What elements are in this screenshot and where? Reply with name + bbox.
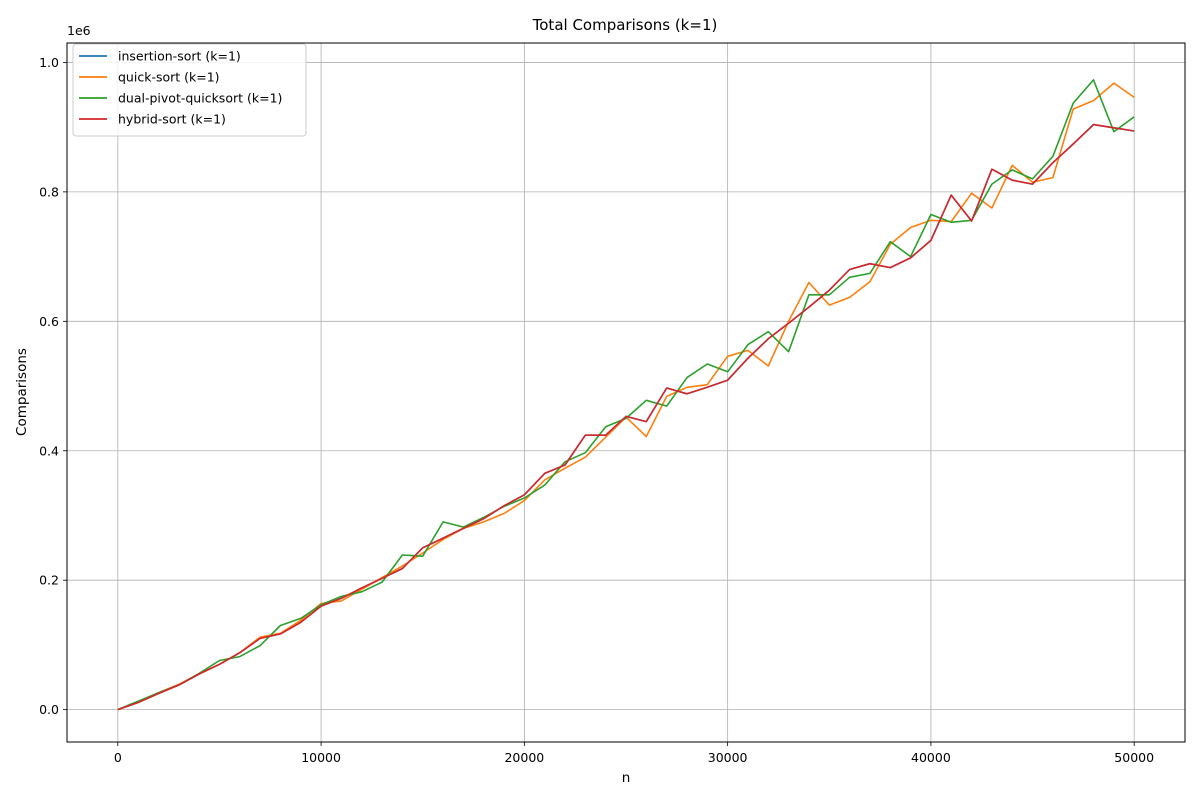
legend-box [72,43,307,137]
legend: insertion-sort (k=1) quick-sort (k=1) dual… [72,43,307,137]
y-tick-label: 0.2 [39,573,59,588]
legend-label: dual-pivot-quicksort (k=1) [118,91,282,106]
y-tick-label: 0.0 [39,702,59,717]
series-line-3 [117,79,1135,711]
legend-label: insertion-sort (k=1) [118,49,241,64]
y-tick-label: 0.6 [39,314,59,329]
y-offset-label: 1e6 [67,23,91,38]
chart-title: Total Comparisons (k=1) [532,16,718,34]
y-axis-ticks: 0.0 0.2 0.4 0.6 0.8 1.0 [39,55,67,717]
x-axis-ticks: 0 10000 20000 30000 40000 50000 [114,742,1154,765]
x-tick-label: 40000 [911,750,951,765]
x-tick-label: 10000 [301,750,341,765]
grid [67,43,1185,742]
y-axis-label: Comparisons [14,348,30,436]
x-tick-label: 0 [114,750,122,765]
legend-label: hybrid-sort (k=1) [118,112,226,127]
x-tick-label: 50000 [1114,750,1154,765]
series-lines [117,79,1135,711]
y-tick-label: 0.8 [39,184,59,199]
x-tick-label: 30000 [708,750,748,765]
y-tick-label: 0.4 [39,443,59,458]
legend-label: quick-sort (k=1) [118,70,220,85]
x-axis-label: n [622,770,631,786]
y-tick-label: 1.0 [39,55,59,70]
series-line-4 [117,123,1135,711]
x-tick-label: 20000 [504,750,544,765]
plot-frame [66,42,1186,743]
